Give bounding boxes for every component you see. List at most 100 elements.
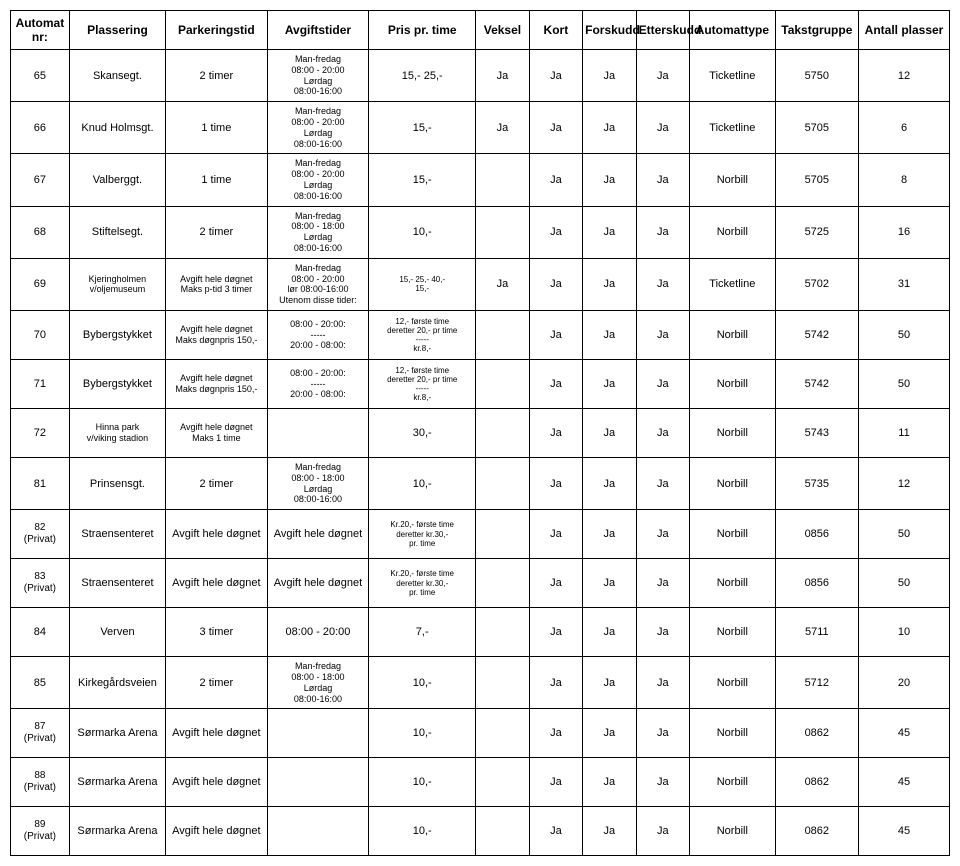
cell: 11 [859, 408, 950, 457]
cell: 50 [859, 510, 950, 559]
cell: Norbill [690, 408, 776, 457]
table-row: 83(Privat)StraensenteretAvgift hele døgn… [11, 559, 950, 608]
cell: 0862 [775, 758, 858, 807]
cell: Bybergstykket [69, 310, 165, 359]
cell: 0862 [775, 807, 858, 856]
cell: Norbill [690, 608, 776, 657]
cell: Skansegt. [69, 50, 165, 102]
col-header: Avgiftstider [267, 11, 369, 50]
cell: Ja [583, 359, 636, 408]
cell: Kr.20,- første timederetter kr.30,-pr. t… [369, 559, 476, 608]
cell: Verven [69, 608, 165, 657]
cell: 65 [11, 50, 70, 102]
cell: 66 [11, 102, 70, 154]
cell: 2 timer [166, 50, 268, 102]
cell: Norbill [690, 709, 776, 758]
col-header: Veksel [476, 11, 529, 50]
table-row: 65Skansegt.2 timerMan-fredag08:00 - 20:0… [11, 50, 950, 102]
cell: Ja [583, 457, 636, 509]
cell: 5711 [775, 608, 858, 657]
cell [476, 709, 529, 758]
cell: 15,- 25,- [369, 50, 476, 102]
cell: Bybergstykket [69, 359, 165, 408]
cell: 0862 [775, 709, 858, 758]
col-header: Automattype [690, 11, 776, 50]
col-header: Kort [529, 11, 582, 50]
cell: Avgift hele døgnetMaks p-tid 3 timer [166, 258, 268, 310]
cell: Avgift hele døgnet [267, 559, 369, 608]
cell: 89(Privat) [11, 807, 70, 856]
cell: 15,- [369, 154, 476, 206]
cell: 84 [11, 608, 70, 657]
col-header: Pris pr. time [369, 11, 476, 50]
cell: Ja [529, 657, 582, 709]
cell: Norbill [690, 559, 776, 608]
table-row: 88(Privat)Sørmarka ArenaAvgift hele døgn… [11, 758, 950, 807]
cell: Norbill [690, 310, 776, 359]
cell [267, 758, 369, 807]
cell: Ja [583, 709, 636, 758]
cell: Ja [636, 258, 689, 310]
cell: Ja [636, 559, 689, 608]
cell: Ja [583, 657, 636, 709]
cell [267, 807, 369, 856]
cell: Avgift hele døgnetMaks 1 time [166, 408, 268, 457]
cell: 12,- første timederetter 20,- pr time---… [369, 310, 476, 359]
cell: Ja [529, 154, 582, 206]
cell [476, 408, 529, 457]
cell: Ja [583, 408, 636, 457]
cell: 08:00 - 20:00:-----20:00 - 08:00: [267, 359, 369, 408]
cell: 50 [859, 310, 950, 359]
cell: Ja [583, 510, 636, 559]
cell: Sørmarka Arena [69, 807, 165, 856]
table-row: 85Kirkegårdsveien2 timerMan-fredag08:00 … [11, 657, 950, 709]
cell: 68 [11, 206, 70, 258]
cell: 08:00 - 20:00:-----20:00 - 08:00: [267, 310, 369, 359]
cell: 1 time [166, 102, 268, 154]
cell [476, 758, 529, 807]
parking-table: Automat nr: Plassering Parkeringstid Avg… [10, 10, 950, 856]
cell: Ja [476, 50, 529, 102]
cell: 5742 [775, 310, 858, 359]
cell: Sørmarka Arena [69, 758, 165, 807]
cell: 31 [859, 258, 950, 310]
table-row: 89(Privat)Sørmarka ArenaAvgift hele døgn… [11, 807, 950, 856]
cell [476, 608, 529, 657]
col-header: Antall plasser [859, 11, 950, 50]
cell: Ja [636, 206, 689, 258]
cell: Straensenteret [69, 510, 165, 559]
table-row: 69Kjeringholmenv/oljemuseumAvgift hele d… [11, 258, 950, 310]
table-row: 72Hinna parkv/viking stadionAvgift hele … [11, 408, 950, 457]
cell: 5702 [775, 258, 858, 310]
cell: Ja [529, 807, 582, 856]
cell: 30,- [369, 408, 476, 457]
cell: Ja [529, 359, 582, 408]
cell: Man-fredag08:00 - 20:00Lørdag08:00-16:00 [267, 50, 369, 102]
cell: Kr.20,- første timederetter kr.30,-pr. t… [369, 510, 476, 559]
cell: 5742 [775, 359, 858, 408]
cell: Ticketline [690, 102, 776, 154]
cell: Ja [529, 510, 582, 559]
cell: 5705 [775, 102, 858, 154]
table-row: 67Valberggt.1 timeMan-fredag08:00 - 20:0… [11, 154, 950, 206]
cell: Ja [583, 258, 636, 310]
cell: 8 [859, 154, 950, 206]
cell: 5712 [775, 657, 858, 709]
cell: Stiftelsegt. [69, 206, 165, 258]
cell: Ja [476, 258, 529, 310]
cell: Avgift hele døgnet [166, 709, 268, 758]
cell: 85 [11, 657, 70, 709]
cell: Norbill [690, 657, 776, 709]
cell: Ja [636, 310, 689, 359]
cell: Sørmarka Arena [69, 709, 165, 758]
table-row: 81Prinsensgt.2 timerMan-fredag08:00 - 18… [11, 457, 950, 509]
cell: Avgift hele døgnet [166, 510, 268, 559]
cell: 2 timer [166, 657, 268, 709]
cell [476, 559, 529, 608]
cell: 71 [11, 359, 70, 408]
cell: 15,- [369, 102, 476, 154]
cell: Ja [529, 206, 582, 258]
cell [476, 310, 529, 359]
cell: Norbill [690, 807, 776, 856]
cell: 5725 [775, 206, 858, 258]
